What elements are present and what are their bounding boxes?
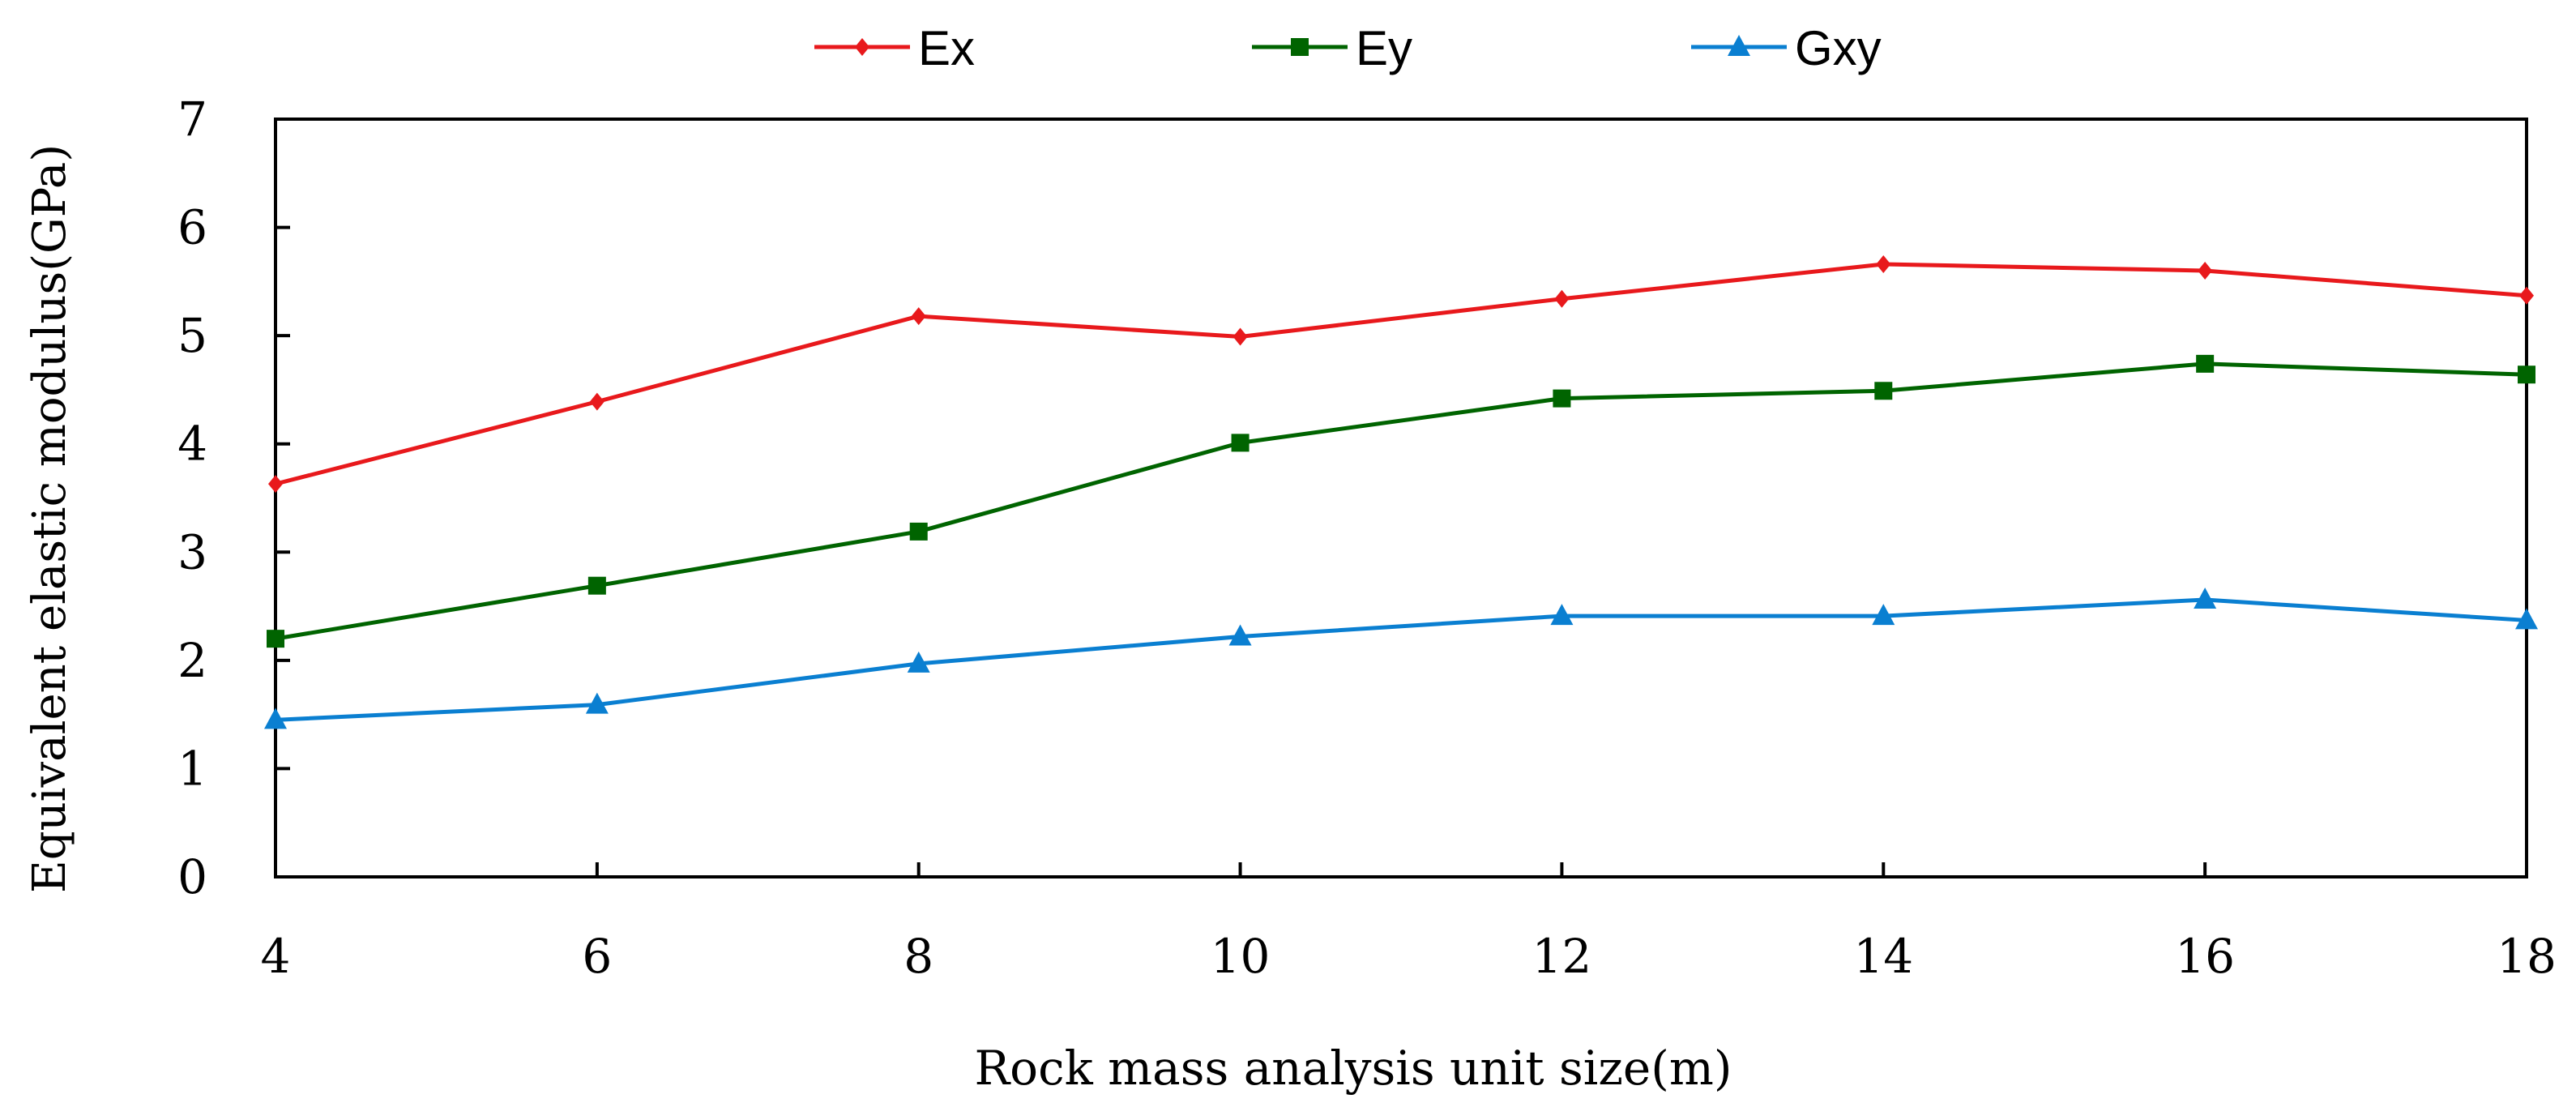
x-tick-label: 8 [904, 929, 933, 984]
series-ey [267, 354, 2535, 648]
data-point-ex [1876, 254, 1891, 273]
x-tick-label: 10 [1211, 929, 1271, 984]
data-point-gxy [2194, 588, 2217, 609]
data-point-ex [1554, 289, 1570, 308]
x-tick-label: 16 [2175, 929, 2235, 984]
legend-swatch-marker [1728, 35, 1750, 56]
data-point-ey [2196, 354, 2215, 373]
data-point-gxy [1228, 624, 1252, 646]
data-point-ex [911, 307, 926, 326]
x-tick-label: 4 [261, 929, 291, 984]
legend-swatch-marker [1291, 38, 1309, 56]
y-tick-label: 2 [177, 633, 207, 688]
series-line-gxy [275, 597, 2527, 722]
data-point-gxy [2515, 608, 2538, 630]
data-point-gxy [907, 651, 930, 673]
x-tick-label: 14 [1853, 929, 1913, 984]
x-axis-label: Rock mass analysis unit size(m) [975, 1041, 1732, 1096]
series-gxy [264, 588, 2538, 729]
series-line-ex [275, 262, 2527, 486]
series-layer [264, 254, 2538, 729]
y-tick-label: 3 [177, 524, 207, 579]
legend-swatch-marker [855, 38, 869, 56]
data-point-gxy [1550, 604, 1574, 626]
x-axis: 4 6 8 10 12 14 16 18 [261, 862, 2557, 984]
data-point-ey [1231, 434, 1250, 452]
legend-label: Ex [918, 21, 975, 75]
legend-item-ey: Ey [1252, 21, 1412, 75]
y-tick-label: 5 [177, 308, 207, 363]
y-tick-label: 4 [177, 417, 207, 472]
legend: Ex Ey Gxy [814, 21, 1882, 75]
data-point-ey [909, 522, 928, 541]
x-tick-label: 6 [582, 929, 612, 984]
data-point-ex [2519, 286, 2534, 305]
series-line-ey [275, 361, 2527, 641]
legend-label: Gxy [1795, 21, 1882, 75]
legend-item-ex: Ex [814, 21, 975, 75]
data-point-ey [1874, 382, 1893, 400]
x-tick-label: 12 [1532, 929, 1592, 984]
y-tick-label: 0 [177, 849, 207, 904]
y-axis: 0 1 2 3 4 5 6 7 [177, 92, 290, 904]
data-point-ey [267, 630, 284, 648]
series-ex [268, 254, 2534, 494]
plot-frame [274, 118, 2528, 878]
data-point-ey [2518, 365, 2535, 384]
data-point-ex [1232, 327, 1248, 346]
data-point-gxy [264, 707, 287, 729]
legend-item-gxy: Gxy [1691, 21, 1882, 75]
data-point-ex [589, 392, 604, 411]
data-point-ex [2198, 262, 2213, 280]
legend-label: Ey [1356, 21, 1412, 75]
y-tick-label: 6 [177, 200, 207, 255]
data-point-ey [1553, 389, 1571, 408]
y-tick-label: 1 [177, 741, 207, 796]
y-tick-label: 7 [177, 92, 207, 147]
data-point-ex [268, 475, 283, 494]
data-point-gxy [1872, 604, 1895, 626]
plot-area [274, 118, 2528, 878]
data-point-ey [587, 576, 606, 595]
y-axis-label: Equivalent elastic modulus(GPa) [23, 144, 76, 893]
data-point-gxy [585, 692, 609, 714]
x-tick-label: 18 [2497, 929, 2557, 984]
